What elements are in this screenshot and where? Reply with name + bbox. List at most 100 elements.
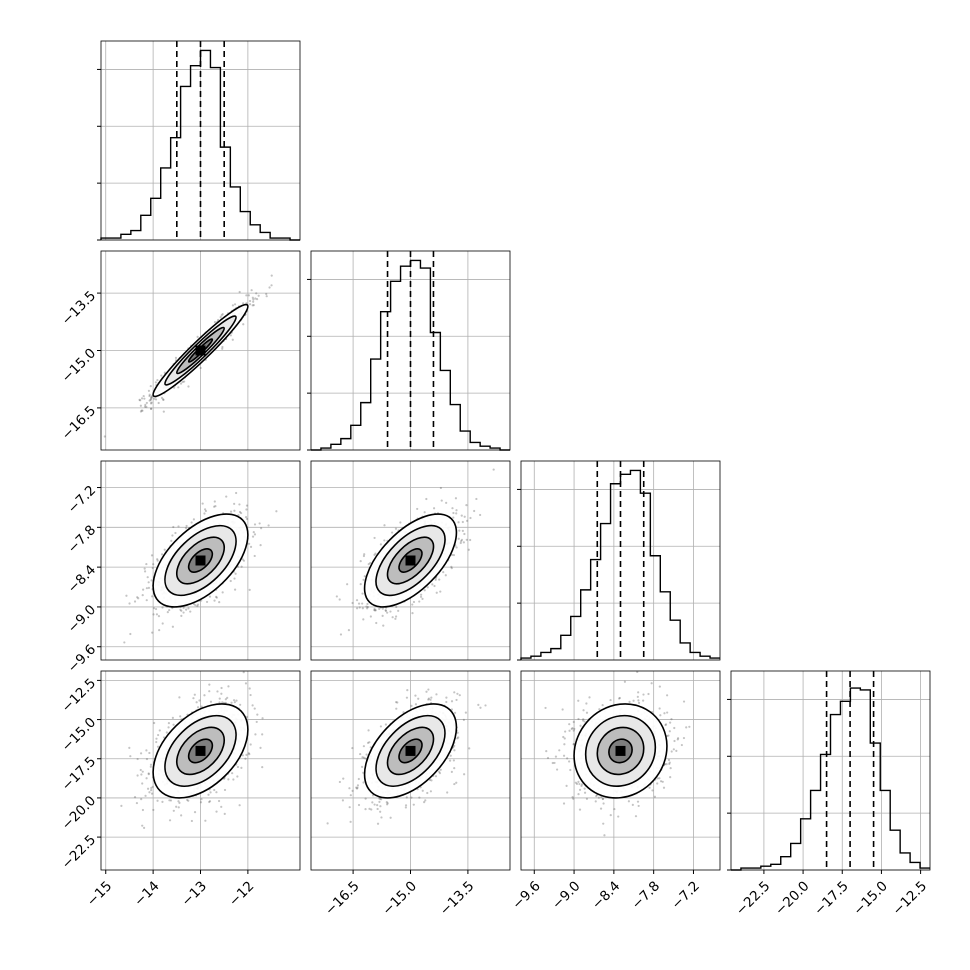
sample-point [452,516,455,519]
sample-point [361,756,364,759]
sample-point [161,622,164,625]
sample-point [196,603,200,606]
sample-point [378,607,381,611]
sample-point [145,749,148,752]
sample-point [218,701,221,704]
sample-point [234,572,237,575]
sample-point [139,399,142,402]
scatter-panel-1-2 [310,460,511,661]
sample-point [150,396,153,399]
sample-point [155,737,158,740]
sample-point [456,692,459,695]
sample-point [351,746,354,750]
sample-point [221,701,224,704]
sample-point [423,589,426,592]
sample-point [144,403,147,406]
sample-point [410,796,413,799]
sample-point [240,766,243,769]
sample-point [177,386,180,389]
sample-point [204,509,207,513]
sample-point [141,593,144,597]
sample-point [152,563,155,566]
sample-point [546,756,550,760]
hist-panel-0 [97,40,301,241]
sample-point [145,401,148,405]
sample-point [233,701,236,704]
sample-point [149,398,152,401]
sample-point [373,609,376,612]
sample-point [412,803,415,806]
sample-point [582,709,585,712]
sample-point [452,759,455,762]
sample-point [475,497,478,501]
sample-point [636,671,639,674]
sample-point [402,711,405,714]
sample-point [123,641,126,644]
sample-point [208,690,211,693]
sample-point [235,699,238,702]
sample-point [160,396,164,399]
sample-point [233,502,236,505]
sample-point [152,808,155,812]
sample-point [399,521,402,524]
sample-point [142,588,145,591]
sample-point [139,404,142,407]
sample-point [419,595,423,598]
sample-point [373,536,376,540]
sample-point [219,315,222,319]
sample-point [479,513,482,517]
sample-point [155,613,159,616]
sample-point [444,574,447,577]
sample-point [217,799,221,803]
sample-point [568,729,571,732]
sample-point [268,286,271,289]
sample-point [214,504,217,508]
sample-point [450,708,454,711]
sample-point [434,775,438,778]
sample-point [171,716,174,720]
sample-point [637,699,640,702]
sample-point [373,553,376,557]
scatter-panel-2-3 [520,670,721,871]
sample-point [241,754,244,757]
sample-point [395,605,398,609]
panel-content [120,671,264,829]
sample-point [233,509,236,512]
sample-point [365,605,368,608]
sample-point [579,724,582,727]
sample-point [160,374,163,377]
sample-point [156,378,159,382]
sample-point [452,553,456,557]
sample-point [144,794,147,797]
sample-point [148,393,151,396]
sample-point [141,770,144,773]
sample-point [221,313,224,316]
sample-point [252,300,255,303]
sample-point [445,696,448,699]
sample-point [419,593,423,596]
sample-point [152,613,155,616]
sample-point [136,757,139,761]
sample-point [265,295,268,298]
sample-point [439,768,442,771]
sample-point [247,752,250,755]
sample-point [365,753,368,756]
sample-point [364,797,367,800]
sample-point [140,797,143,801]
sample-point [181,380,184,384]
sample-point [231,304,235,307]
sample-point [355,599,359,602]
scatter-panel-0-2 [100,460,301,661]
sample-point [193,811,197,814]
sample-point [406,689,409,692]
sample-point [244,757,247,760]
sample-point [260,527,263,530]
sample-point [378,797,381,800]
sample-point [367,563,370,566]
sample-point [418,600,421,603]
panel-frame [310,460,511,661]
sample-point [230,701,233,704]
sample-point [492,468,495,471]
sample-point [250,289,253,292]
sample-point [565,784,568,787]
